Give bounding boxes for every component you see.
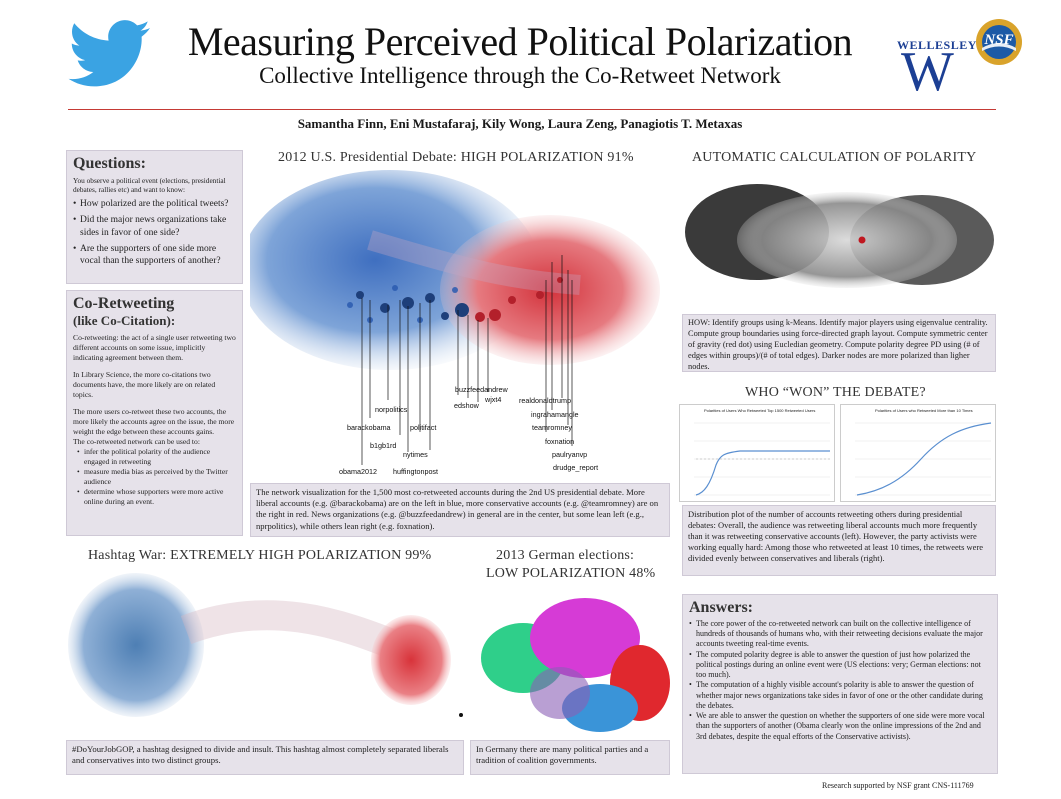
node-label: b1gb1rd bbox=[370, 441, 397, 450]
questions-list: How polarized are the political tweets? … bbox=[73, 198, 236, 268]
coretweet-uses-list: infer the political polarity of the audi… bbox=[73, 447, 236, 507]
node-label: politifact bbox=[410, 423, 437, 432]
debate-heading: 2012 U.S. Presidential Debate: HIGH POLA… bbox=[278, 150, 634, 165]
wellesley-logo: WELLESLEY W bbox=[893, 38, 976, 104]
won-chart-right: Polarities of Users who Retweeted More t… bbox=[840, 404, 996, 502]
author-list: Samantha Finn, Eni Mustafaraj, Kily Wong… bbox=[297, 116, 743, 131]
auto-heading: AUTOMATIC CALCULATION OF POLARITY bbox=[692, 150, 977, 165]
node-label: teamromney bbox=[532, 423, 572, 432]
wellesley-logo-text: WELLESLEY bbox=[897, 38, 977, 52]
answers-list: The core power of the co-retweeted netwo… bbox=[689, 619, 991, 742]
coretweet-edge-weight: The more users co-retweet these two acco… bbox=[73, 407, 235, 437]
header-divider bbox=[68, 109, 996, 110]
won-heading: WHO “WON” THE DEBATE? bbox=[745, 385, 926, 400]
node-label: barackobama bbox=[347, 423, 391, 432]
coretweet-use-item: measure media bias as perceived by the T… bbox=[77, 467, 236, 487]
coretweet-box: Co-Retweeting (like Co-Citation): Co-ret… bbox=[66, 290, 243, 536]
grant-acknowledgement: Research supported by NSF grant CNS-1117… bbox=[822, 781, 974, 790]
german-network-graph bbox=[475, 588, 671, 738]
coretweet-uses-intro: The co-retweeted network can be used to: bbox=[73, 437, 200, 447]
answer-item: The computed polarity degree is able to … bbox=[689, 650, 991, 681]
german-heading-line1: 2013 German elections: bbox=[496, 548, 635, 563]
node-label: buzzfeedandrew bbox=[455, 385, 508, 394]
coretweet-use-item: infer the political polarity of the audi… bbox=[77, 447, 236, 467]
node-label: drudge_report bbox=[553, 463, 599, 472]
question-item: Did the major news organizations take si… bbox=[73, 214, 236, 239]
coretweet-library-science: In Library Science, the more co-citation… bbox=[73, 370, 216, 400]
nsf-seal-logo: NSF bbox=[975, 18, 1023, 66]
answer-item: The computation of a highly visible acco… bbox=[689, 680, 991, 711]
auto-caption: HOW: Identify groups using k-Means. Iden… bbox=[682, 314, 996, 372]
node-label: ingrahamangle bbox=[531, 410, 579, 419]
node-label: obama2012 bbox=[339, 467, 377, 476]
hashtag-network-graph bbox=[66, 570, 466, 735]
questions-box: Questions: You observe a political event… bbox=[66, 150, 243, 284]
hashtag-caption: #DoYourJobGOP, a hashtag designed to div… bbox=[66, 740, 464, 775]
node-label: realdonaldtrump bbox=[519, 396, 571, 405]
questions-intro: You observe a political event (elections… bbox=[73, 176, 226, 195]
coretweet-heading: Co-Retweeting bbox=[73, 295, 175, 312]
nsf-seal-text: NSF bbox=[984, 32, 1014, 48]
german-caption: In Germany there are many political part… bbox=[470, 740, 670, 775]
answers-heading: Answers: bbox=[689, 599, 753, 616]
won-caption: Distribution plot of the number of accou… bbox=[682, 505, 996, 576]
node-label: paulryanvp bbox=[552, 450, 588, 459]
answers-box: Answers: The core power of the co-retwee… bbox=[682, 594, 998, 774]
won-chart-right-title: Polarities of Users who Retweeted More t… bbox=[875, 408, 973, 413]
auto-network-graph bbox=[682, 172, 998, 312]
answer-item: The core power of the co-retweeted netwo… bbox=[689, 619, 991, 650]
questions-heading: Questions: bbox=[73, 155, 146, 172]
coretweet-definition: Co-retweeting: the act of a single user … bbox=[73, 333, 236, 363]
german-heading-line2: LOW POLARIZATION 48% bbox=[486, 566, 656, 581]
won-chart-left: Polarities of Users Who Retweeted Top 15… bbox=[679, 404, 835, 502]
hashtag-heading: Hashtag War: EXTREMELY HIGH POLARIZATION… bbox=[88, 548, 432, 563]
coretweet-subheading: (like Co-Citation): bbox=[73, 313, 176, 328]
poster-title: Measuring Perceived Political Polarizati… bbox=[187, 19, 853, 64]
wellesley-w-letter: W bbox=[901, 41, 954, 103]
coretweet-use-item: determine whose supporters were more act… bbox=[77, 487, 236, 507]
poster-subtitle: Collective Intelligence through the Co-R… bbox=[259, 63, 781, 88]
node-label: wjxt4 bbox=[485, 395, 502, 404]
node-label: norpolitics bbox=[375, 405, 408, 414]
node-label: huffingtonpost bbox=[393, 467, 439, 476]
question-item: Are the supporters of one side more voca… bbox=[73, 243, 236, 268]
won-chart-left-title: Polarities of Users Who Retweeted Top 15… bbox=[704, 408, 816, 413]
question-item: How polarized are the political tweets? bbox=[73, 198, 236, 211]
node-label: edshow bbox=[454, 401, 479, 410]
debate-caption: The network visualization for the 1,500 … bbox=[250, 483, 670, 537]
node-label: nytimes bbox=[403, 450, 428, 459]
node-label: foxnation bbox=[545, 437, 575, 446]
debate-network-graph bbox=[240, 170, 670, 480]
answer-item: We are able to answer the question on wh… bbox=[689, 711, 991, 742]
twitter-bird-logo bbox=[66, 20, 152, 90]
